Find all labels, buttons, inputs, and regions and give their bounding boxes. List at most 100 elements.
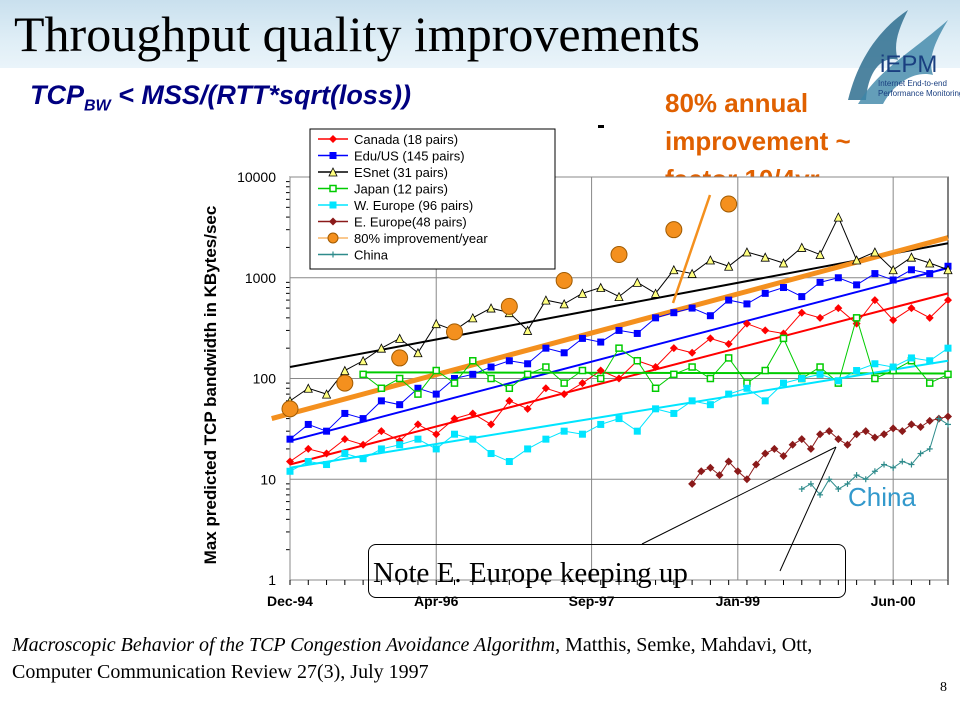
y-tick-label: 1000 [245, 270, 276, 286]
data-point [578, 366, 587, 375]
data-point [899, 458, 906, 465]
data-point [555, 271, 573, 289]
data-point [706, 463, 715, 472]
data-point [578, 334, 586, 342]
data-point [396, 441, 404, 449]
series-markers-w-europe-96-pairs [286, 344, 952, 475]
data-point [944, 412, 952, 421]
data-point [797, 242, 807, 252]
data-point [806, 444, 815, 453]
data-point [825, 427, 834, 436]
data-point [330, 251, 336, 258]
data-point [377, 384, 386, 393]
data-point [359, 440, 368, 449]
data-point [329, 201, 337, 209]
logo-text: iEPM [880, 51, 937, 78]
y-tick-label: 1 [268, 572, 276, 588]
data-point [669, 344, 678, 353]
data-point [524, 360, 532, 368]
data-point [798, 293, 806, 301]
data-point [807, 480, 814, 487]
data-point [304, 420, 312, 428]
data-point [304, 444, 313, 453]
china-label: China [848, 482, 916, 512]
data-point [578, 430, 586, 438]
data-point [522, 325, 533, 335]
data-point [359, 415, 367, 423]
data-point [925, 379, 934, 387]
data-point [450, 379, 459, 387]
data-point [889, 276, 897, 284]
data-point [906, 252, 917, 262]
y-tick-label: 100 [253, 371, 277, 387]
series-markers-esnet-31-pairs [285, 212, 953, 406]
data-point [926, 357, 934, 365]
data-point [743, 384, 751, 392]
data-point [871, 374, 879, 383]
data-point [651, 363, 660, 372]
data-point [358, 355, 368, 366]
data-point [450, 414, 459, 423]
data-point [688, 304, 696, 312]
data-point [610, 246, 628, 264]
data-point [377, 427, 386, 436]
data-point [523, 370, 532, 379]
annotation-arrows [598, 125, 837, 572]
data-point [670, 309, 678, 317]
data-point [760, 252, 770, 262]
data-point [322, 449, 331, 458]
citation-title: Macroscopic Behavior of the TCP Congesti… [12, 634, 556, 656]
data-point [651, 384, 660, 393]
data-point [898, 427, 907, 436]
data-point [705, 255, 716, 265]
data-point [329, 184, 337, 193]
data-point [881, 461, 888, 468]
data-point [323, 427, 331, 435]
data-point [414, 435, 422, 443]
data-point [761, 366, 769, 375]
series-markers-e-europe-48-pairs [688, 412, 952, 488]
data-point [414, 384, 422, 392]
data-point [670, 370, 678, 379]
data-point [303, 383, 313, 393]
data-point [340, 435, 349, 444]
series-markers-edu-us-145-pairs [286, 262, 952, 443]
data-point [742, 319, 751, 328]
data-point [833, 212, 843, 222]
data-point [541, 295, 551, 305]
data-point [817, 491, 824, 498]
data-point [797, 435, 806, 444]
data-point [815, 249, 825, 259]
data-point [943, 264, 953, 275]
data-point [446, 323, 463, 341]
data-point [853, 472, 860, 479]
data-point [917, 450, 924, 457]
data-point [926, 445, 933, 452]
data-point [376, 343, 387, 353]
data-point [871, 360, 879, 368]
data-point [432, 366, 440, 375]
data-point [669, 264, 679, 275]
y-tick-label: 10 [260, 471, 276, 487]
data-point [724, 261, 734, 271]
data-point [706, 374, 715, 383]
formula-sub: BW [84, 97, 111, 115]
data-point [560, 379, 568, 387]
data-point [377, 445, 385, 453]
data-point [944, 370, 952, 379]
data-point [542, 344, 550, 352]
data-point [652, 405, 660, 413]
data-point [926, 270, 934, 278]
data-point [725, 390, 733, 398]
data-point [724, 457, 733, 466]
data-point [359, 455, 367, 463]
data-point [761, 397, 769, 405]
data-point [780, 284, 787, 292]
data-point [688, 479, 697, 488]
data-point [908, 461, 915, 468]
data-point [925, 258, 935, 268]
data-point [542, 363, 550, 371]
data-point [761, 326, 770, 335]
data-point [500, 297, 518, 315]
legend-label: W. Europe (96 pairs) [354, 198, 473, 213]
